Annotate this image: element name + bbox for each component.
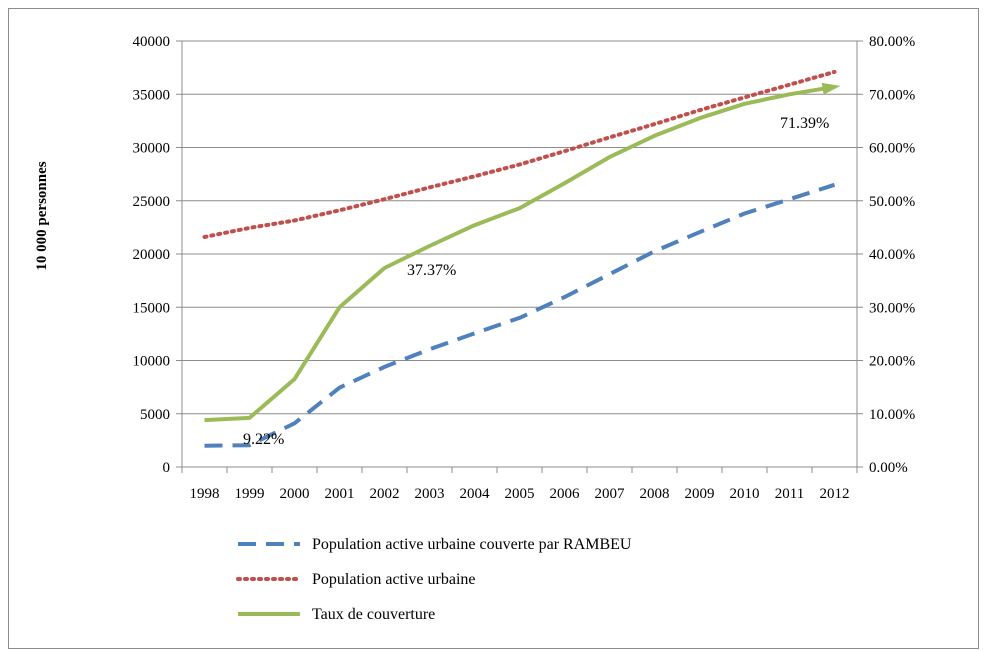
y2-tick-label: 0.00% xyxy=(869,460,908,476)
series-line-rambeu xyxy=(204,182,836,448)
legend-label-urban: Population active urbaine xyxy=(312,571,476,588)
x-tick-label: 2010 xyxy=(730,486,760,502)
y2-tick-label: 60.00% xyxy=(869,141,915,157)
annotation-1999: 9.22% xyxy=(243,431,284,448)
x-tick-label: 2000 xyxy=(280,486,310,502)
gridlines xyxy=(182,40,857,415)
series-layer xyxy=(202,69,841,448)
x-tick-label: 2005 xyxy=(505,486,535,502)
y-tick-label: 30000 xyxy=(133,141,171,157)
x-tick-label: 2003 xyxy=(415,486,445,502)
y2-tick-label: 20.00% xyxy=(869,354,915,370)
x-tick-label: 2002 xyxy=(370,486,400,502)
series-line-urban xyxy=(202,69,837,239)
y2-tick-label: 50.00% xyxy=(869,194,915,210)
x-tick-label: 2009 xyxy=(685,486,715,502)
x-tick-label: 2007 xyxy=(595,486,626,502)
y2-tick-label: 30.00% xyxy=(869,300,915,316)
annotation-2012: 71.39% xyxy=(780,115,829,132)
y2-tick-label: 40.00% xyxy=(869,247,915,263)
y-tick-label: 25000 xyxy=(133,194,171,210)
y-tick-label: 35000 xyxy=(133,87,171,103)
y2-tick-label: 10.00% xyxy=(869,407,915,423)
legend: Population active urbaine couverte par R… xyxy=(236,536,632,623)
x-tick-label: 2008 xyxy=(640,486,670,502)
y-tick-label: 15000 xyxy=(133,300,171,316)
y-tick-label: 10000 xyxy=(133,354,171,370)
y-tick-label: 40000 xyxy=(133,34,171,50)
x-tick-label: 2012 xyxy=(820,486,850,502)
tick-labels: 0 0.00% 5000 10.00% 10000 20.00% 15000 30.00% 20… xyxy=(133,34,916,502)
y-tick-label: 5000 xyxy=(140,407,170,423)
x-tick-label: 1999 xyxy=(235,486,265,502)
y-tick-label: 20000 xyxy=(133,247,171,263)
x-tick-label: 1998 xyxy=(190,486,220,502)
series-line-coverage xyxy=(204,84,835,423)
coverage-arrowhead xyxy=(821,82,841,95)
x-tick-label: 2004 xyxy=(460,486,491,502)
x-tick-label: 2011 xyxy=(775,486,804,502)
y2-tick-label: 70.00% xyxy=(869,87,915,103)
axes xyxy=(176,40,863,473)
annotation-2002: 37.37% xyxy=(407,262,456,279)
legend-label-rambeu: Population active urbaine couverte par R… xyxy=(312,536,632,553)
x-tick-label: 2001 xyxy=(325,486,355,502)
x-tick-label: 2006 xyxy=(550,486,581,502)
y-axis-title: 10 000 personnes xyxy=(34,161,50,270)
legend-label-coverage: Taux de couverture xyxy=(312,606,435,623)
y2-tick-label: 80.00% xyxy=(869,34,915,50)
y-tick-label: 0 xyxy=(163,460,171,476)
